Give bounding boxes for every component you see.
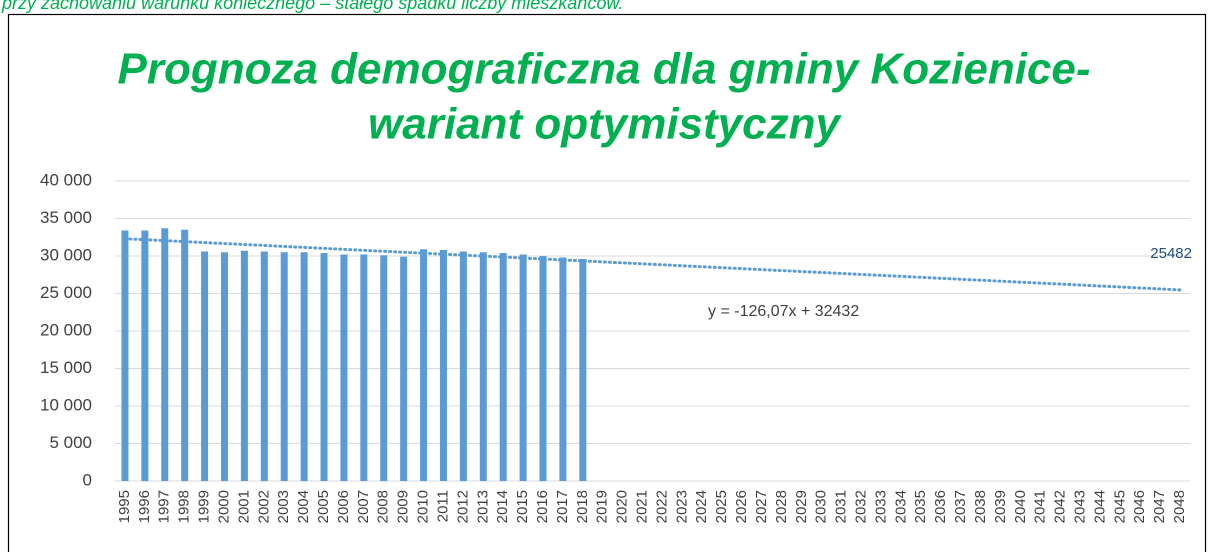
x-tick-label: 2025 [713,490,730,523]
x-tick-label: 2009 [395,490,412,523]
y-tick-label: 40 000 [40,170,92,189]
x-tick-label: 1999 [196,490,213,523]
bar [161,228,169,481]
y-tick-label: 25 000 [40,283,92,302]
x-tick-label: 2023 [673,490,690,523]
bar [141,230,149,481]
bar [240,250,248,481]
bar [579,259,587,481]
x-tick-label: 2015 [514,490,531,523]
x-tick-label: 2013 [474,490,491,523]
bar [280,252,288,481]
x-tick-label: 2028 [773,490,790,523]
bar [400,256,408,481]
x-tick-label: 2003 [275,490,292,523]
x-tick-label: 2046 [1131,490,1148,523]
bar [220,252,228,481]
y-tick-label: 20 000 [40,320,92,339]
x-tick-label: 2018 [574,490,591,523]
x-tick-label: 2045 [1111,490,1128,523]
x-tick-label: 2036 [932,490,949,523]
bar [360,254,368,481]
x-tick-label: 2005 [315,490,332,523]
x-tick-label: 2014 [494,490,511,523]
x-tick-label: 2034 [892,490,909,523]
x-tick-label: 2006 [335,490,352,523]
x-tick-label: 2000 [215,490,232,523]
x-tick-label: 1995 [116,490,133,523]
chart-frame [7,13,1207,552]
bar [459,251,467,481]
x-tick-label: 2007 [355,490,372,523]
trend-end-label: 25482 [1150,245,1192,262]
x-tick-label: 2027 [753,490,770,523]
x-tick-label: 2020 [614,490,631,523]
x-tick-label: 2021 [634,490,651,523]
x-tick-label: 1996 [136,490,153,523]
bar [380,255,388,481]
x-tick-label: 1998 [176,490,193,523]
x-tick-label: 2038 [972,490,989,523]
x-tick-label: 2035 [912,490,929,523]
x-tick-label: 2011 [434,490,451,522]
y-tick-label: 5 000 [49,433,92,452]
bar [519,254,527,481]
x-tick-label: 2010 [415,490,432,523]
x-tick-label: 2047 [1151,490,1168,523]
x-tick-label: 2002 [255,490,272,523]
x-tick-label: 2044 [1091,490,1108,523]
x-tick-label: 2031 [833,490,850,523]
x-tick-label: 2001 [235,490,252,523]
bar [420,249,428,481]
x-tick-label: 2041 [1032,490,1049,523]
x-tick-label: 2029 [793,490,810,523]
y-tick-label: 15 000 [40,358,92,377]
y-tick-label: 0 [83,470,92,489]
y-tick-label: 30 000 [40,245,92,264]
x-tick-label: 2024 [693,490,710,523]
x-tick-label: 2040 [1012,490,1029,523]
y-tick-label: 10 000 [40,395,92,414]
x-tick-label: 2019 [594,490,611,523]
x-tick-label: 2012 [454,490,471,523]
x-tick-label: 2039 [992,490,1009,523]
bar [300,252,308,481]
x-tick-label: 2048 [1171,490,1188,523]
chart-title: Prognoza demograficzna dla gminy Kozieni… [117,45,1090,94]
bar [439,250,447,481]
bar [479,252,487,481]
x-tick-label: 2032 [852,490,869,523]
x-tick-label: 2042 [1052,490,1069,523]
x-tick-label: 2030 [813,490,830,523]
x-tick-label: 2043 [1071,490,1088,523]
bar [201,251,209,481]
x-tick-label: 1997 [156,490,173,523]
trend-line [123,237,1182,292]
x-tick-label: 2026 [733,490,750,523]
bar [181,229,189,481]
bar [260,251,268,481]
y-tick-label: 35 000 [40,208,92,227]
bar [320,253,328,481]
bar [499,253,507,481]
x-tick-label: 2004 [295,490,312,523]
bar [340,254,348,481]
x-tick-label: 2022 [653,490,670,523]
trend-equation: y = -126,07x + 32432 [708,303,859,320]
bar [539,256,547,481]
x-tick-label: 2016 [534,490,551,523]
chart-title: wariant optymistyczny [368,100,842,149]
x-tick-label: 2033 [872,490,889,523]
x-tick-label: 2037 [952,490,969,523]
bar [121,230,129,481]
bar [559,257,567,481]
note-text: przy zachowaniu warunku koniecznego – st… [1,0,623,13]
x-tick-label: 2017 [554,490,571,523]
x-tick-label: 2008 [375,490,392,523]
